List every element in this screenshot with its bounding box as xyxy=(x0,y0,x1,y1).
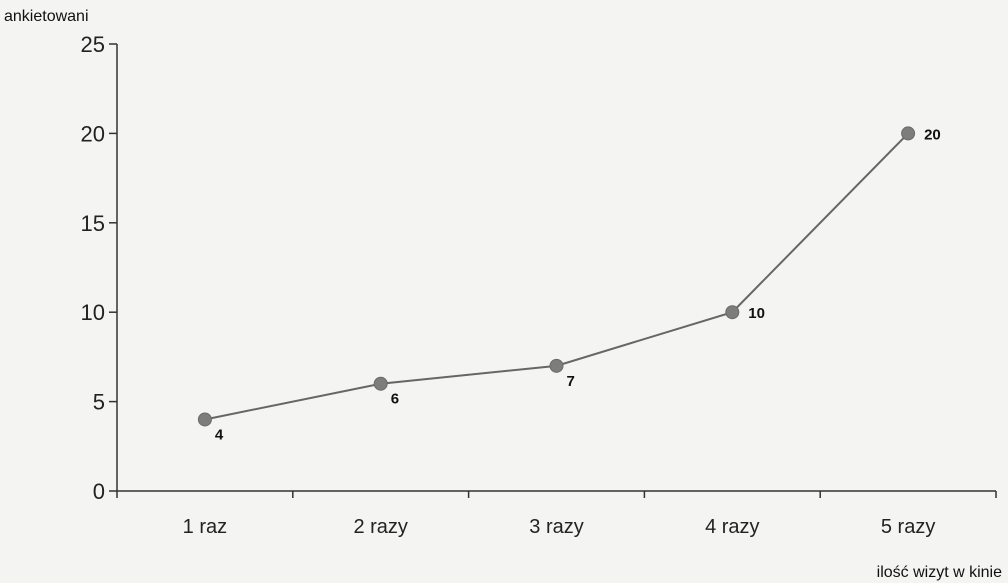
data-point xyxy=(549,358,564,373)
y-tick-label: 15 xyxy=(81,211,105,236)
x-tick-label: 1 raz xyxy=(183,516,227,538)
y-tick-label: 5 xyxy=(93,390,105,415)
y-tick-label: 0 xyxy=(93,479,105,504)
y-tick-label: 10 xyxy=(81,300,105,325)
x-tick-label: 2 razy xyxy=(353,516,407,538)
y-tick-label: 25 xyxy=(81,32,105,57)
y-tick-label: 20 xyxy=(81,121,105,146)
data-label: 6 xyxy=(391,391,399,408)
series-line xyxy=(204,132,909,421)
points-group xyxy=(197,126,916,427)
data-point xyxy=(725,305,740,320)
data-point xyxy=(373,376,388,391)
x-tick-label: 3 razy xyxy=(529,516,583,538)
data-label: 10 xyxy=(748,305,765,322)
series-group xyxy=(204,132,909,421)
data-label: 4 xyxy=(215,426,224,443)
data-label: 7 xyxy=(567,373,575,390)
x-tick-label: 5 razy xyxy=(881,516,935,538)
data-label: 20 xyxy=(924,126,941,143)
data-labels-group: 4 6 7 10 20 xyxy=(215,126,941,443)
y-ticks: 0 5 10 15 20 25 xyxy=(81,32,117,504)
axes xyxy=(116,44,996,492)
x-ticks: 1 raz 2 razy 3 razy 4 razy 5 razy xyxy=(116,491,997,538)
x-axis-title: ilość wizyt w kinie xyxy=(877,564,1002,581)
y-axis-title: ankietowani xyxy=(4,8,89,25)
data-point xyxy=(197,412,212,427)
x-tick-label: 4 razy xyxy=(705,516,759,538)
data-point xyxy=(901,126,916,141)
